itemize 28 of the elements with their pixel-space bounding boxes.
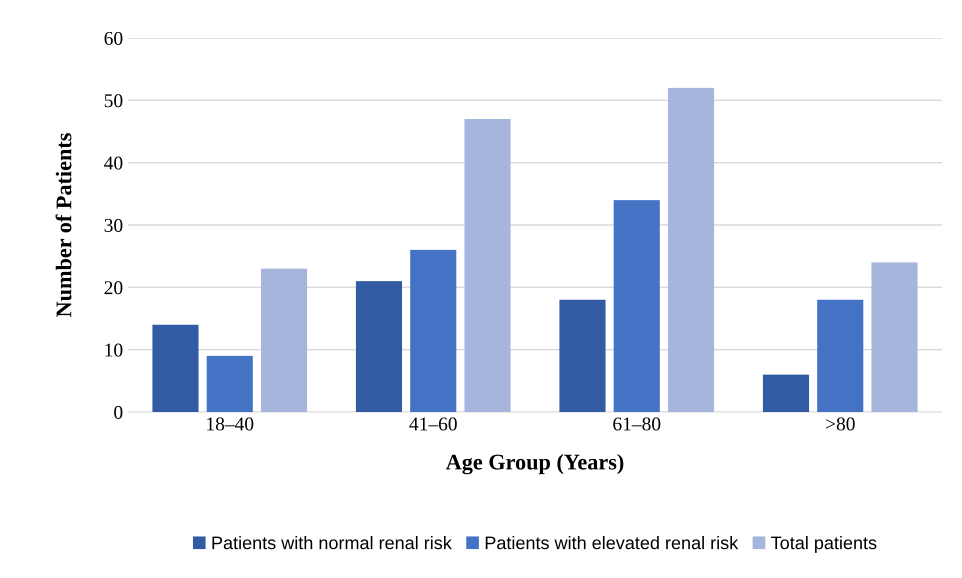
- bar: [464, 119, 511, 412]
- y-axis-title: Number of Patients: [56, 133, 72, 317]
- y-tick-label: 60: [104, 32, 122, 45]
- y-tick-label: 40: [104, 156, 122, 170]
- bar: [152, 324, 199, 412]
- x-tick-label: 61–80: [613, 417, 660, 431]
- x-tick-label: 18–40: [207, 417, 254, 431]
- bar: [668, 88, 714, 412]
- bar: [762, 374, 810, 412]
- bar: [260, 268, 308, 412]
- bar: [614, 200, 660, 412]
- x-tick-label: >80: [826, 417, 855, 431]
- legend-label: Patients with normal renal risk: [212, 536, 452, 550]
- bar: [410, 250, 456, 412]
- y-tick-label: 10: [105, 343, 122, 357]
- bar: [356, 281, 402, 412]
- y-tick-label: 0: [114, 406, 122, 419]
- legend-label: Total patients: [771, 536, 876, 553]
- bar: [206, 356, 253, 412]
- x-axis-title: Age Group (Years): [446, 454, 624, 474]
- legend-label: Patients with elevated renal risk: [486, 536, 738, 550]
- bar: [817, 300, 864, 412]
- bar: [871, 262, 918, 412]
- bar: [559, 300, 606, 412]
- x-tick-label: 41–60: [409, 417, 457, 431]
- y-tick-label: 20: [104, 281, 122, 294]
- y-tick-label: 30: [104, 218, 122, 232]
- y-tick-label: 50: [104, 94, 122, 108]
